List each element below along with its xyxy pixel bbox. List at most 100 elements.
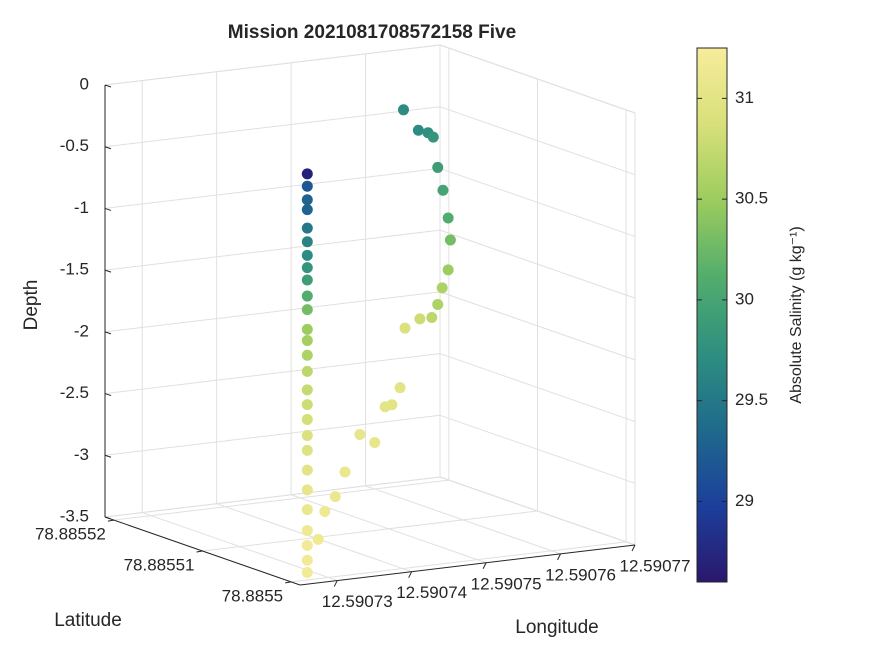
- colorbar-tick-label: 29: [735, 491, 754, 510]
- x-axis-line: [299, 544, 636, 586]
- y-axis-label: Latitude: [54, 610, 122, 631]
- grid-line: [439, 353, 636, 423]
- z-tick-label: -1.5: [60, 260, 89, 279]
- z-tick: [104, 269, 112, 273]
- data-point: [301, 464, 313, 476]
- grid-line: [104, 291, 441, 333]
- data-point: [442, 212, 454, 224]
- data-point: [301, 204, 313, 216]
- x-axis-label: Longitude: [515, 617, 598, 638]
- y-tick: [196, 550, 203, 553]
- x-tick-label: 12.59074: [396, 583, 467, 602]
- data-point: [301, 323, 313, 335]
- y-tick-label: 78.8855: [222, 586, 283, 605]
- x-tick: [631, 544, 636, 552]
- data-point: [427, 131, 439, 143]
- data-point: [301, 236, 313, 248]
- z-tick-label: -1: [74, 198, 89, 217]
- grid-line: [439, 291, 636, 361]
- data-point: [436, 282, 448, 294]
- data-point: [301, 180, 313, 192]
- data-point: [301, 525, 313, 537]
- data-point: [301, 554, 313, 566]
- data-point: [301, 334, 313, 346]
- z-tick-label: -3.5: [60, 506, 89, 525]
- grid-line: [104, 44, 441, 86]
- data-point: [301, 349, 313, 361]
- data-point: [399, 322, 411, 334]
- z-tick-label: -2.5: [60, 383, 89, 402]
- data-point: [354, 428, 366, 440]
- chart-title: Mission 2021081708572158 Five: [228, 22, 516, 43]
- colorbar-tick-label: 29.5: [735, 390, 768, 409]
- x-tick-label: 12.59075: [471, 574, 542, 593]
- colorbar-label: Absolute Salinity (g kg⁻¹): [788, 226, 805, 403]
- grid-line: [104, 353, 441, 395]
- grid-line: [439, 106, 636, 176]
- z-tick-label: 0: [80, 74, 89, 93]
- z-tick-label: -2: [74, 321, 89, 340]
- data-point: [301, 567, 313, 579]
- data-point: [301, 168, 313, 180]
- y-tick: [285, 581, 292, 584]
- x-tick: [482, 562, 487, 570]
- data-point: [329, 491, 341, 503]
- data-point: [301, 539, 313, 551]
- z-tick: [104, 454, 112, 458]
- data-point: [426, 311, 438, 323]
- x-tick: [333, 580, 338, 587]
- y-tick-label: 78.88551: [124, 555, 195, 574]
- grid-line: [202, 510, 538, 552]
- data-point: [301, 222, 313, 234]
- grid-line: [439, 414, 636, 484]
- grid-line: [439, 44, 636, 114]
- grid-line: [291, 541, 627, 583]
- x-tick-label: 12.59077: [620, 556, 691, 575]
- data-point: [301, 304, 313, 316]
- grid-line: [439, 167, 636, 237]
- data-point: [301, 504, 313, 516]
- grid-line: [104, 414, 441, 456]
- data-point: [412, 124, 424, 136]
- z-tick: [104, 84, 112, 88]
- data-point: [301, 384, 313, 396]
- data-point: [432, 161, 444, 173]
- data-point: [301, 274, 313, 286]
- z-tick: [104, 393, 112, 397]
- colorbar-tick-label: 31: [735, 88, 754, 107]
- z-tick: [104, 331, 112, 335]
- colorbar-tick-label: 30: [735, 289, 754, 308]
- data-point: [379, 401, 391, 413]
- z-tick-label: -0.5: [60, 136, 89, 155]
- z-tick: [104, 516, 112, 520]
- data-point: [437, 184, 449, 196]
- grid-line: [104, 167, 441, 209]
- colorbar-tick-label: 30.5: [735, 189, 768, 208]
- data-point: [369, 437, 381, 449]
- data-point: [301, 249, 313, 261]
- grid-line: [104, 106, 441, 148]
- data-point: [414, 313, 426, 325]
- data-point: [442, 264, 454, 276]
- data-point: [339, 466, 351, 478]
- z-tick: [104, 146, 112, 150]
- grid-line: [104, 476, 441, 518]
- grid-line: [113, 479, 449, 521]
- data-point: [301, 484, 313, 496]
- data-point: [301, 413, 313, 425]
- grid-line: [104, 229, 441, 271]
- data-point: [398, 104, 409, 116]
- data-point: [301, 262, 313, 274]
- z-axis-label: Depth: [21, 280, 42, 331]
- data-point: [319, 505, 331, 517]
- x-tick: [408, 571, 413, 578]
- z-tick-label: -3: [74, 445, 89, 464]
- data-point: [301, 444, 313, 456]
- data-point: [312, 533, 324, 545]
- x-tick-label: 12.59076: [545, 565, 616, 584]
- data-point: [432, 298, 444, 310]
- y-tick-label: 78.88552: [35, 525, 106, 544]
- z-tick: [104, 207, 112, 211]
